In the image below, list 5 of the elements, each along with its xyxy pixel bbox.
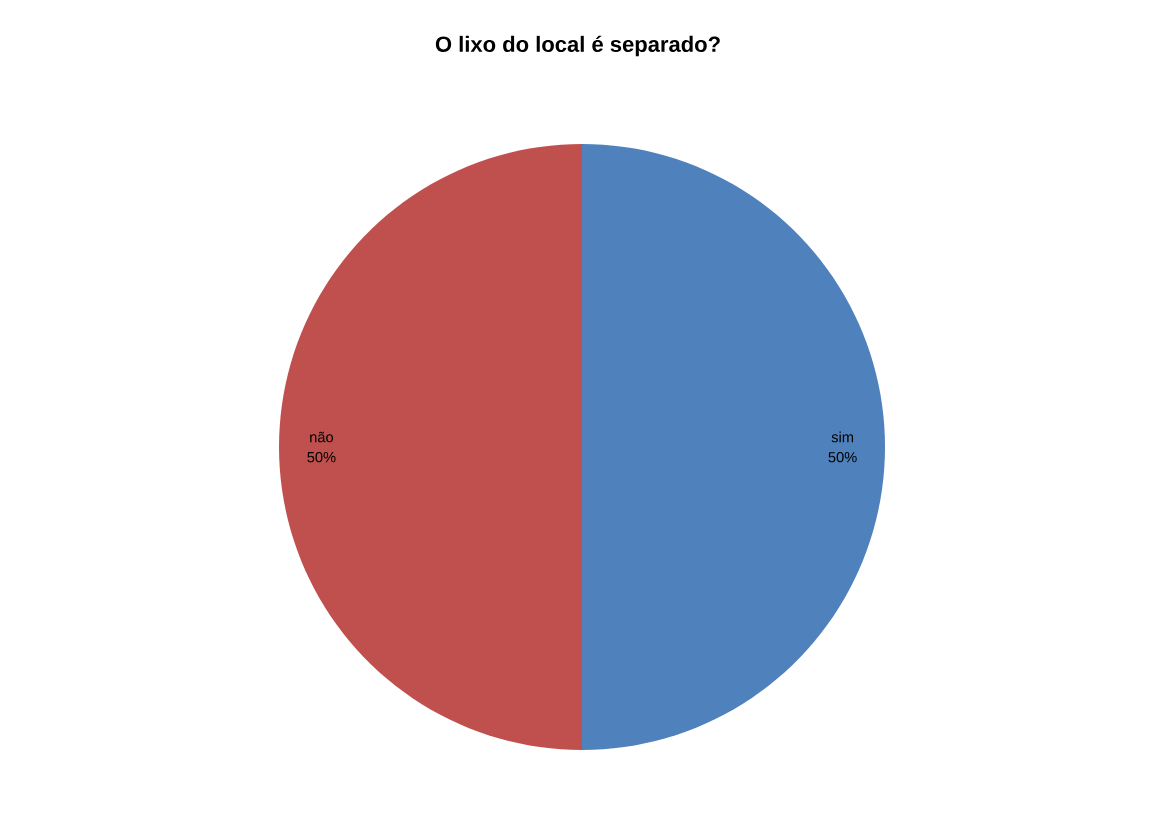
data-label: 50%: [828, 452, 857, 463]
slice-label: sim: [831, 431, 854, 443]
data-label: 50%: [307, 451, 336, 463]
chart-title: O lixo do local é separado?: [435, 35, 720, 57]
slice-label: não: [310, 431, 334, 443]
